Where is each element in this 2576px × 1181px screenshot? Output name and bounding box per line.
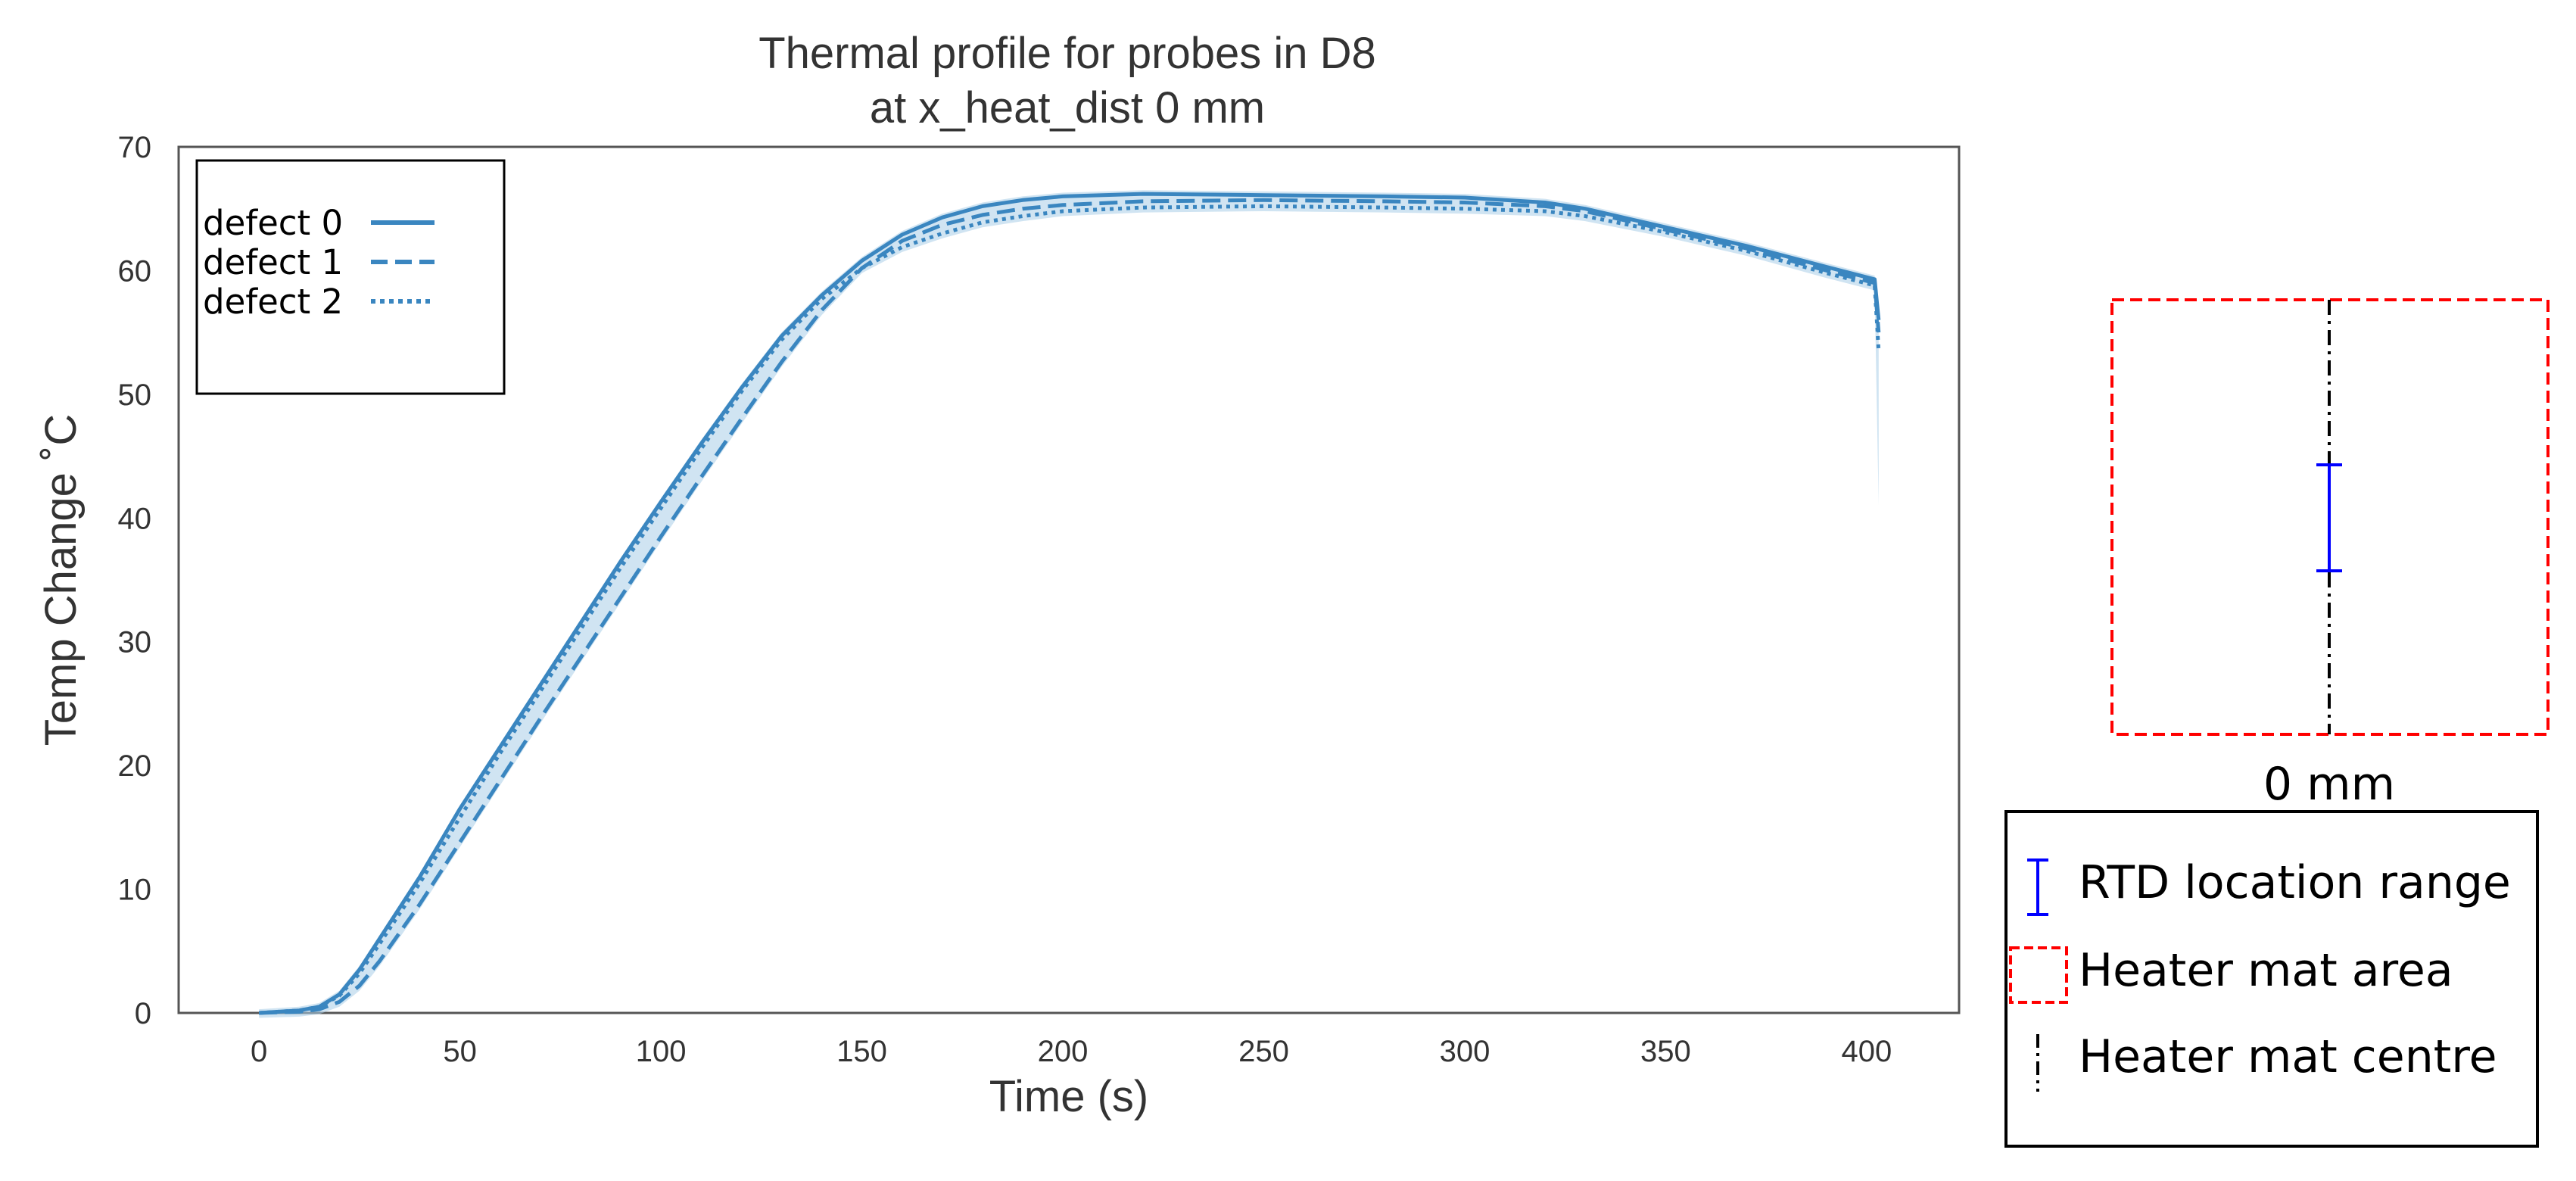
x-tick-label: 250: [1238, 1035, 1289, 1068]
heater-distance-label: 0 mm: [2263, 758, 2395, 811]
chart-title-line2: at x_heat_dist 0 mm: [870, 83, 1265, 132]
y-tick-label: 10: [118, 874, 152, 907]
rtd-range-icon: [2027, 858, 2048, 916]
series-line-defect-2: [259, 204, 1881, 1015]
x-tick-label: 200: [1038, 1035, 1089, 1068]
side-legend: RTD location range Heater mat area Heate…: [2004, 810, 2539, 1148]
y-tick-label: 20: [118, 749, 152, 783]
x-tick-label: 400: [1842, 1035, 1892, 1068]
y-tick-label: 50: [118, 379, 152, 412]
y-tick-group: 0 10 20 30 40 50 60 70: [118, 131, 152, 1030]
y-axis-label: Temp Change ˚C: [36, 414, 86, 746]
y-tick-label: 70: [118, 131, 152, 164]
x-axis-label: Time (s): [989, 1072, 1148, 1121]
legend-label-defect-1: defect 1: [203, 242, 343, 282]
y-tick-label: 0: [135, 997, 151, 1030]
x-tick-group: 0 50 100 150 200 250 300 350 400: [251, 1035, 1892, 1068]
heater-area-icon: [2009, 946, 2068, 1004]
series-line-defect-1: [259, 198, 1881, 1015]
series-layer: [259, 192, 1881, 1015]
heater-diagram: [2110, 298, 2550, 736]
legend-label-defect-0: defect 0: [203, 203, 343, 243]
y-tick-label: 60: [118, 254, 152, 288]
chart-legend-box: [195, 159, 506, 395]
x-tick-label: 350: [1640, 1035, 1691, 1068]
y-tick-label: 40: [118, 502, 152, 535]
side-legend-box: [2004, 810, 2539, 1148]
x-tick-label: 300: [1440, 1035, 1490, 1068]
side-legend-label-centre: Heater mat centre: [2079, 1030, 2497, 1083]
chart-title-line1: Thermal profile for probes in D8: [758, 29, 1376, 78]
x-tick-label: 150: [836, 1035, 887, 1068]
series-line-defect-0: [259, 192, 1881, 1015]
x-tick-label: 50: [443, 1035, 477, 1068]
side-legend-label-rtd: RTD location range: [2079, 856, 2511, 909]
side-legend-label-area: Heater mat area: [2079, 944, 2453, 997]
x-tick-label: 100: [636, 1035, 687, 1068]
legend-label-defect-2: defect 2: [203, 282, 343, 322]
x-tick-label: 0: [251, 1035, 267, 1068]
y-tick-label: 30: [118, 626, 152, 659]
chart-legend: defect 0 defect 1 defect 2: [195, 159, 506, 395]
